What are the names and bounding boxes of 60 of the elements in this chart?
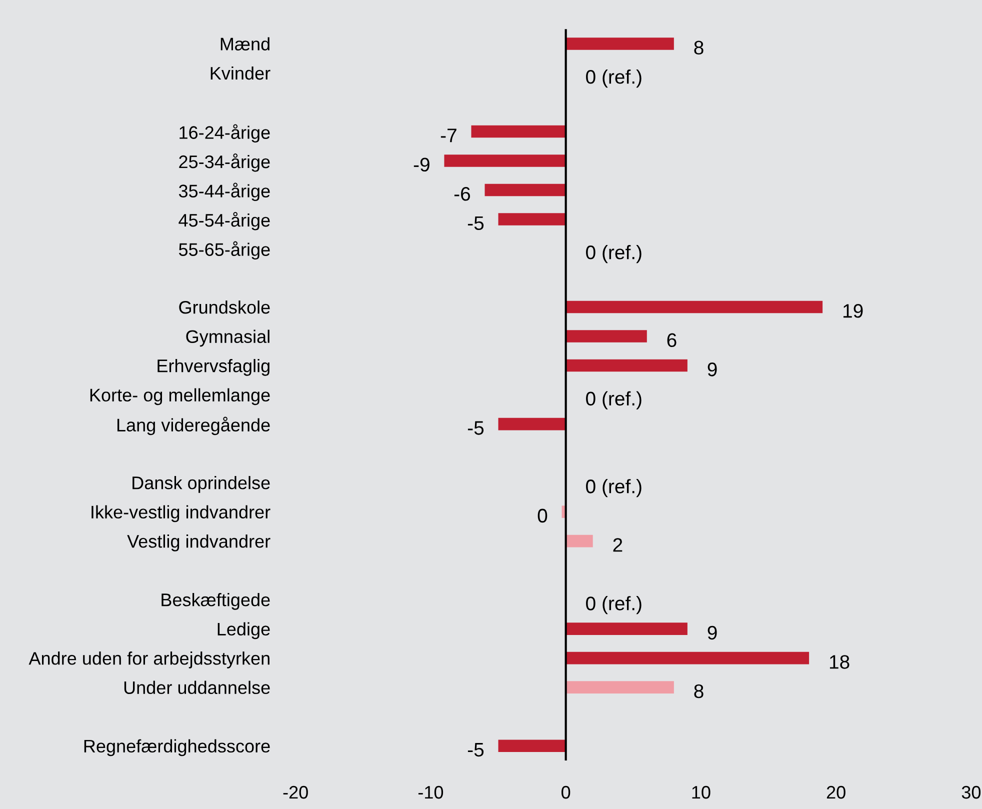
bar xyxy=(471,125,566,138)
y-tick-label: Gymnasial xyxy=(186,330,270,347)
y-tick-label: Kvinder xyxy=(210,66,270,80)
data-label: -5 xyxy=(468,216,484,230)
y-tick-label: 45-54-årige xyxy=(178,212,270,230)
x-tick-label: 10 xyxy=(692,786,710,799)
bar xyxy=(566,622,688,635)
x-tick-label: 30 xyxy=(962,786,981,799)
data-label: 8 xyxy=(694,40,704,55)
bar xyxy=(566,330,647,342)
data-label: 0 xyxy=(538,508,548,523)
y-tick-label: Dansk oprindelse xyxy=(132,476,270,493)
data-label: 2 xyxy=(613,538,622,552)
data-label: -9 xyxy=(414,158,430,172)
y-tick-label: Vestlig indvandrer xyxy=(127,534,270,552)
y-tick-label: 25-34-årige xyxy=(179,153,270,172)
data-label: 18 xyxy=(830,655,850,669)
x-tick-label: -10 xyxy=(418,786,444,799)
data-label: -6 xyxy=(454,187,470,201)
data-label: 19 xyxy=(843,304,863,318)
data-label: 0 (ref.) xyxy=(586,391,642,410)
x-tick-label: 0 xyxy=(562,786,570,799)
x-tick-label: -20 xyxy=(283,786,308,799)
y-tick-label: Under uddannelse xyxy=(124,680,270,694)
bar xyxy=(566,534,593,548)
x-tick-label: 20 xyxy=(826,786,846,799)
data-label: -7 xyxy=(440,128,456,142)
data-label: 9 xyxy=(708,362,717,376)
bar xyxy=(498,418,566,430)
y-tick-label: Erhvervsfaglig xyxy=(158,358,270,376)
y-tick-label: Mænd xyxy=(220,37,270,50)
data-label: 0 (ref.) xyxy=(586,596,642,614)
data-label: -5 xyxy=(468,421,484,435)
bar xyxy=(498,213,566,226)
y-tick-label: Ikke-vestlig indvandrer xyxy=(92,505,270,522)
bar xyxy=(566,359,688,372)
data-label: 9 xyxy=(708,626,717,640)
y-tick-label: Beskæftigede xyxy=(162,593,270,610)
y-tick-label: Lang videregående xyxy=(117,416,270,436)
y-tick-label: Ledige xyxy=(218,622,270,640)
y-tick-label: 35-44-årige xyxy=(178,182,270,202)
data-label: 6 xyxy=(667,333,676,348)
bar xyxy=(498,740,566,752)
bar xyxy=(444,154,566,167)
bar xyxy=(566,38,674,50)
bar xyxy=(566,681,674,694)
y-tick-label: 16-24-årige xyxy=(180,124,270,143)
bar xyxy=(484,184,566,196)
y-tick-label: Regnefærdighedsscore xyxy=(84,739,270,756)
data-label: 8 xyxy=(694,684,704,698)
y-tick-label: Grundskole xyxy=(179,300,270,314)
y-tick-label: Korte- og mellemlange xyxy=(90,388,270,406)
y-tick-label: Andre uden for arbejdsstyrken xyxy=(28,652,270,668)
data-label: 0 (ref.) xyxy=(586,69,642,88)
y-tick-label: 55-65-årige xyxy=(178,241,270,260)
data-label: -5 xyxy=(468,743,484,757)
bar xyxy=(566,300,823,314)
bar xyxy=(566,652,810,664)
data-label: 0 (ref.) xyxy=(586,245,642,264)
data-label: 0 (ref.) xyxy=(586,479,642,498)
